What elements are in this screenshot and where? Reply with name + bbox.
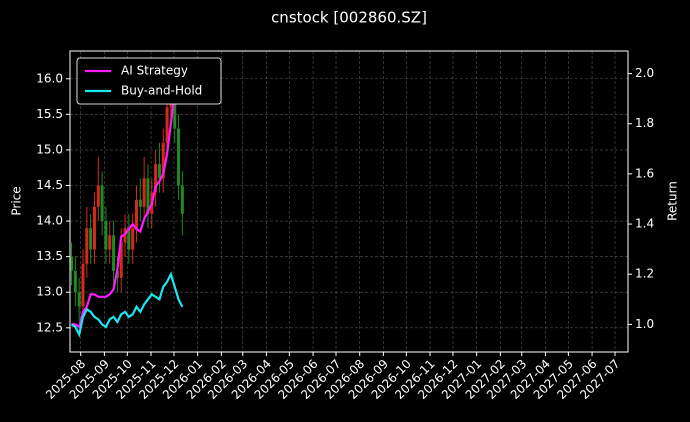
candle-body [157,164,161,179]
candle-body [104,221,108,250]
series-line [70,271,184,338]
y-tick-label: 15.5 [36,107,63,121]
y2-axis-label: Return [666,181,680,221]
y-tick-label: 15.0 [36,142,63,156]
candle-body [85,228,89,264]
y2-tick-label: 1.6 [635,166,654,180]
candle-body [73,270,77,293]
candle-body [154,164,158,193]
candle-body [180,185,184,214]
y2-tick-label: 1.8 [635,116,654,130]
y-tick-label: 16.0 [36,71,63,85]
legend-box [76,57,222,105]
y-tick-label: 12.5 [36,320,63,334]
candle-body [165,107,169,143]
candle-body [92,206,96,250]
chart-title: cnstock [002860.SZ] [271,9,427,27]
candle-body [81,263,85,307]
y2-tick-label: 1.2 [635,267,654,281]
series-line [71,72,183,329]
candle-body [112,235,116,271]
y2-tick-label: 2.0 [635,66,654,80]
candle-body [108,235,112,250]
legend-label: AI Strategy [121,64,188,78]
y-tick-label: 14.5 [36,178,63,192]
y-tick-label: 13.5 [36,249,63,263]
candle-body [142,178,146,207]
y-tick-label: 13.0 [36,285,63,299]
candle-body [119,242,123,278]
y-tick-label: 14.0 [36,214,63,228]
candle-body [146,178,150,214]
y-axis-label: Price [10,186,24,215]
candle-body [70,256,74,271]
candle-body [77,292,81,307]
candle-body [177,128,181,186]
candle-body [138,199,142,207]
y2-tick-label: 1.0 [635,317,654,331]
candle-body [173,85,177,129]
candle-body [100,185,104,222]
legend-label: Buy-and-Hold [121,84,202,98]
candle-body [89,228,93,250]
candle-body [127,228,131,250]
plot-frame [69,50,629,353]
candle-body [161,142,165,179]
y2-tick-label: 1.4 [635,217,654,231]
candle-body [135,199,139,229]
candle-body [96,185,100,207]
candle-body [131,228,135,250]
